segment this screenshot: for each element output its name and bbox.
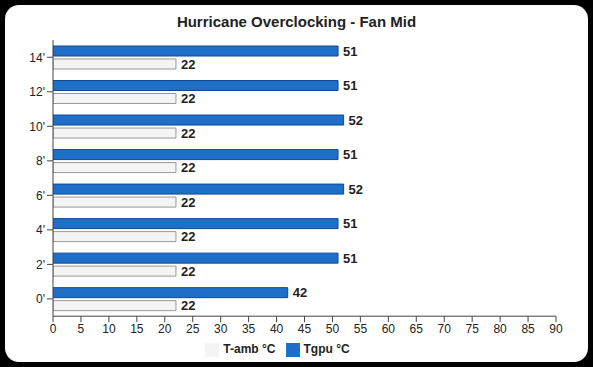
svg-text:52: 52 (349, 182, 363, 197)
svg-text:20: 20 (158, 322, 172, 336)
svg-text:90: 90 (549, 322, 563, 336)
svg-text:5: 5 (78, 322, 85, 336)
svg-text:10: 10 (102, 322, 116, 336)
svg-text:60: 60 (382, 322, 396, 336)
svg-text:65: 65 (410, 322, 424, 336)
svg-text:52: 52 (349, 113, 363, 128)
svg-text:22: 22 (181, 57, 195, 72)
svg-text:22: 22 (181, 126, 195, 141)
svg-text:25: 25 (186, 322, 200, 336)
svg-text:8': 8' (36, 154, 45, 168)
svg-text:12': 12' (29, 85, 45, 99)
svg-text:10': 10' (29, 120, 45, 134)
html-text:Hurricane Overclocking - Fan M: Hurricane Overclocking - Fan Mid (176, 13, 417, 30)
svg-text:22: 22 (181, 91, 195, 106)
svg-text:51: 51 (343, 147, 357, 162)
svg-text:51: 51 (343, 78, 357, 93)
svg-text:22: 22 (181, 195, 195, 210)
svg-text:80: 80 (493, 322, 507, 336)
svg-text:0: 0 (50, 322, 57, 336)
svg-text:55: 55 (354, 322, 368, 336)
svg-text:51: 51 (343, 44, 357, 59)
svg-text:35: 35 (242, 322, 256, 336)
svg-text:70: 70 (438, 322, 452, 336)
svg-text:2': 2' (36, 258, 45, 272)
svg-text:45: 45 (298, 322, 312, 336)
svg-text:51: 51 (343, 251, 357, 266)
svg-text:40: 40 (270, 322, 284, 336)
svg-text:4': 4' (36, 223, 45, 237)
svg-text:85: 85 (521, 322, 535, 336)
svg-text:22: 22 (181, 229, 195, 244)
svg-text:0': 0' (36, 292, 45, 306)
svg-text:15: 15 (130, 322, 144, 336)
svg-text:42: 42 (293, 285, 307, 300)
svg-text:22: 22 (181, 264, 195, 279)
svg-text:75: 75 (465, 322, 479, 336)
svg-text:50: 50 (326, 322, 340, 336)
html-text:Tgpu °C: Tgpu °C (303, 342, 350, 357)
svg-text:30: 30 (214, 322, 228, 336)
html-text:T-amb °C: T-amb °C (223, 342, 276, 357)
svg-text:22: 22 (181, 298, 195, 313)
svg-text:6': 6' (36, 189, 45, 203)
svg-text:51: 51 (343, 216, 357, 231)
svg-text:14': 14' (29, 51, 45, 65)
svg-text:22: 22 (181, 160, 195, 175)
